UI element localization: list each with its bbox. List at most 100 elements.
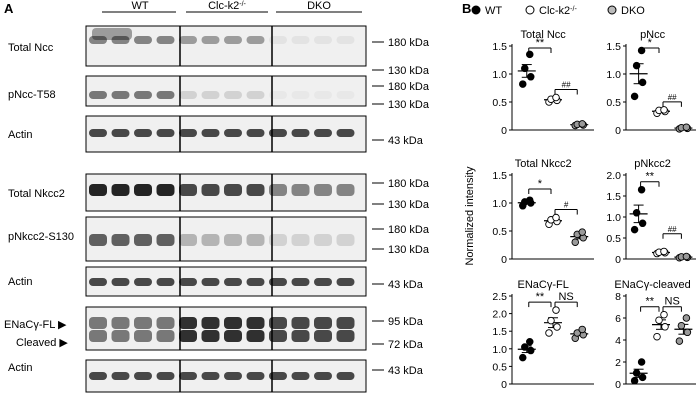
- blot-band: [314, 234, 332, 246]
- sig-label: NS: [558, 291, 573, 303]
- blot-band: [179, 234, 197, 246]
- y-tick-label: 0: [501, 254, 507, 266]
- sig-label: *: [538, 178, 543, 190]
- blot-band: [156, 129, 175, 137]
- blot-band: [291, 317, 310, 329]
- blot-band: [246, 129, 265, 137]
- data-point: [547, 316, 555, 325]
- blot-band: [179, 91, 197, 99]
- data-point: [637, 46, 646, 55]
- group-label: DKO: [307, 0, 331, 12]
- blot-band: [336, 234, 355, 246]
- panel-b-letter: B: [462, 1, 471, 16]
- blot-band: [336, 36, 355, 44]
- data-point: [675, 337, 684, 345]
- row-label: Total Ncc: [8, 42, 54, 54]
- data-point: [632, 209, 641, 217]
- y-tick-label: 0.5: [492, 226, 507, 238]
- blot-band: [134, 372, 152, 380]
- chart-title: Total Nkcc2: [515, 158, 572, 170]
- row-label: pNkcc2-S130: [8, 231, 74, 243]
- blot-band: [314, 91, 332, 99]
- y-tick-label: 1.5: [606, 191, 621, 203]
- chart-title: ENaCγ-FL: [517, 279, 568, 291]
- legend-marker: [471, 5, 481, 15]
- data-point: [637, 358, 646, 366]
- panel-a-letter: A: [4, 1, 14, 16]
- blot-band: [179, 129, 197, 137]
- blot-band: [246, 234, 265, 246]
- blot-band: [336, 129, 355, 137]
- data-point: [660, 106, 668, 114]
- kda-label: 130 kDa: [388, 65, 430, 77]
- blot-band: [314, 278, 332, 286]
- data-point: [637, 185, 646, 194]
- data-point: [655, 316, 663, 324]
- kda-label: 180 kDa: [388, 37, 430, 49]
- blot-band: [111, 234, 130, 246]
- blot-band: [201, 184, 220, 196]
- legend: WT Clc-k2-/- DKO: [471, 5, 645, 17]
- blot-band: [269, 129, 287, 137]
- data-point: [526, 196, 534, 204]
- blot-band: [89, 278, 107, 286]
- kda-label: 95 kDa: [388, 316, 424, 328]
- blot-band: [269, 36, 287, 44]
- blot-band: [201, 36, 220, 44]
- blot-band: [134, 129, 152, 137]
- kda-label: 180 kDa: [388, 81, 430, 93]
- sig-label: **: [536, 291, 545, 303]
- y-tick-label: 0.5: [606, 97, 621, 109]
- blot-band: [246, 278, 265, 286]
- blot-band: [111, 129, 130, 137]
- blot-band: [179, 372, 197, 380]
- blot-band: [224, 129, 242, 137]
- row-label: Actin: [8, 276, 32, 288]
- blot-band: [156, 317, 175, 329]
- y-tick-label: 1.0: [606, 212, 621, 224]
- blot-band: [201, 330, 220, 342]
- y-tick-label: 2.0: [606, 170, 621, 182]
- y-tick-label: 0.5: [492, 97, 507, 109]
- y-tick-label: 1.0: [492, 344, 507, 356]
- data-point: [661, 323, 669, 331]
- y-tick-label: 0: [615, 254, 621, 266]
- legend-marker: [607, 5, 617, 15]
- y-tick-label: 0: [615, 379, 621, 391]
- blot-band: [89, 91, 107, 99]
- blot-band: [134, 330, 152, 342]
- blot-band: [337, 91, 355, 99]
- blot-band: [336, 317, 355, 329]
- blot-band: [89, 317, 107, 329]
- kda-label: 180 kDa: [388, 178, 430, 190]
- blot-band: [156, 372, 175, 380]
- blot-band: [291, 36, 310, 44]
- y-tick-label: 0: [501, 125, 507, 137]
- blot-band: [291, 278, 310, 286]
- blot-band: [246, 317, 265, 329]
- blot-band: [314, 129, 332, 137]
- blot-band: [111, 372, 130, 380]
- data-point: [578, 228, 586, 236]
- blot-band: [201, 372, 220, 380]
- blot-band: [336, 330, 355, 342]
- blot-band: [246, 91, 265, 99]
- kda-label: 130 kDa: [388, 99, 430, 111]
- y-tick-label: 1.5: [492, 326, 507, 338]
- y-tick-label: 8: [615, 291, 621, 303]
- sig-label: #: [564, 201, 569, 210]
- blot-band: [269, 184, 287, 196]
- blot-band: [224, 372, 242, 380]
- y-tick-label: 2.5: [492, 291, 507, 303]
- blot-band: [291, 129, 310, 137]
- blot-band: [156, 36, 175, 44]
- blot-band: [179, 278, 197, 286]
- sig-label: *: [648, 37, 653, 49]
- y-tick-label: 1.5: [492, 41, 507, 53]
- y-tick-label: 0: [615, 125, 621, 137]
- blot-band: [291, 234, 310, 246]
- blot-band: [156, 278, 175, 286]
- data-point: [682, 314, 691, 322]
- blot-band: [291, 184, 310, 196]
